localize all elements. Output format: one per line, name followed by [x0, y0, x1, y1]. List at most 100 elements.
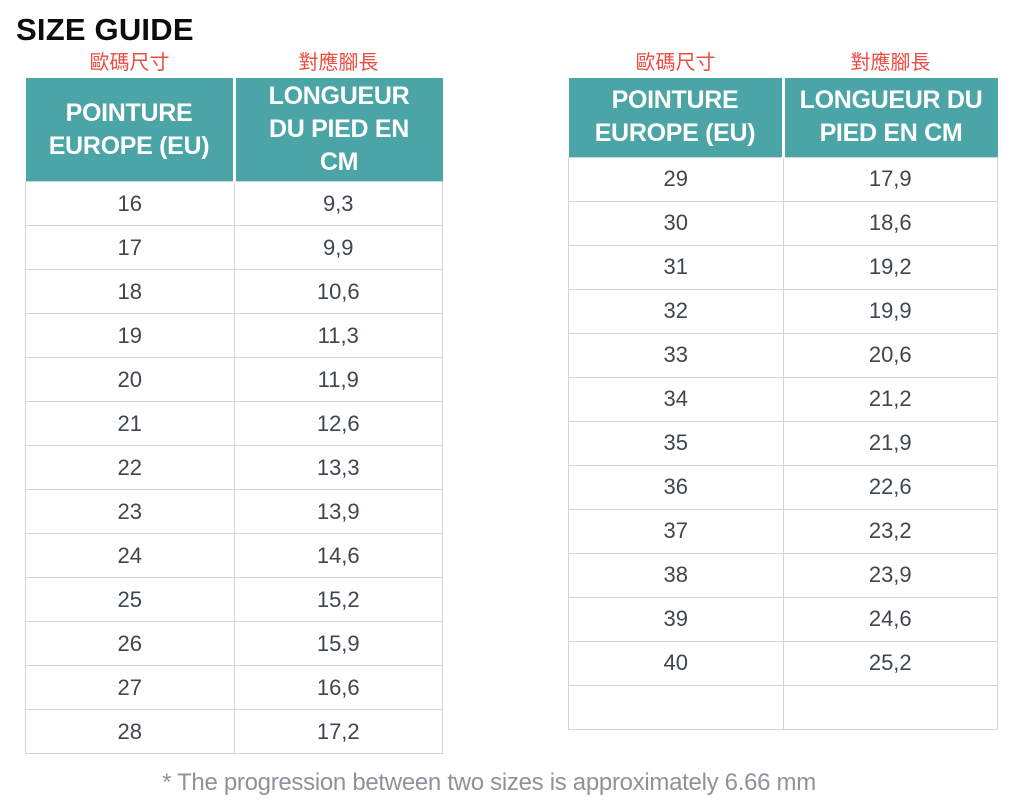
table-cell: 35	[568, 420, 784, 466]
table-cell: 17	[25, 225, 235, 270]
table-cell: 37	[568, 508, 784, 554]
caption-foot-length: 對應腳長	[298, 52, 379, 74]
size-table-right: 歐碼尺寸 對應腳長 POINTURE EUROPE (EU) LONGUEUR …	[568, 48, 998, 754]
table-cell: 32	[568, 288, 784, 334]
table-cell: 21,2	[782, 376, 998, 422]
table-cell: 19,2	[782, 244, 998, 290]
table-cell: 16	[25, 181, 235, 226]
table-cell: 24	[25, 533, 235, 578]
table-cell: 11,9	[233, 357, 443, 402]
tables-row: 歐碼尺寸 對應腳長 POINTURE EUROPE (EU) LONGUEUR …	[25, 48, 1010, 754]
table-cell: 13,3	[233, 445, 443, 490]
table-row: 38 23,9	[568, 552, 998, 598]
table-cell: 18	[25, 269, 235, 314]
caption-foot-length: 對應腳長	[850, 52, 931, 74]
table-cell: 39	[568, 596, 784, 642]
table-row: 31 19,2	[568, 244, 998, 290]
table-cell	[568, 684, 784, 730]
table-cell	[782, 684, 998, 730]
table-row: 28 17,2	[25, 709, 443, 754]
table-row: 33 20,6	[568, 332, 998, 378]
table-cell: 26	[25, 621, 235, 666]
table-row: 30 18,6	[568, 200, 998, 246]
table-cell: 17,2	[233, 709, 443, 754]
table-body-left: 16 9,3 17 9,9 18 10,6 19 11,3 20 11,9 21 12,6 22 13,3…	[25, 181, 443, 754]
table-cell: 19	[25, 313, 235, 358]
table-row: 32 19,9	[568, 288, 998, 334]
table-row: 40 25,2	[568, 640, 998, 686]
table-row: 39 24,6	[568, 596, 998, 642]
table-cell: 38	[568, 552, 784, 598]
table-cell: 15,2	[233, 577, 443, 622]
table-cell: 23,2	[782, 508, 998, 554]
table-cell: 19,9	[782, 288, 998, 334]
table-row: 36 22,6	[568, 464, 998, 510]
table-row: 27 16,6	[25, 665, 443, 710]
header-pointure-europe: POINTURE EUROPE (EU)	[25, 78, 234, 182]
table-cell: 25	[25, 577, 235, 622]
header-longueur-pied: LONGUEUR DU PIED EN CM	[232, 78, 443, 182]
table-row: 19 11,3	[25, 313, 443, 358]
caption-row-left: 歐碼尺寸 對應腳長	[25, 48, 443, 78]
table-row	[568, 684, 998, 730]
table-row: 20 11,9	[25, 357, 443, 402]
eu-size-table-29-40: POINTURE EUROPE (EU) LONGUEUR DU PIED EN…	[568, 78, 998, 730]
table-header-left: POINTURE EUROPE (EU) LONGUEUR DU PIED EN…	[25, 78, 443, 182]
table-row: 21 12,6	[25, 401, 443, 446]
caption-row-right: 歐碼尺寸 對應腳長	[568, 48, 998, 78]
table-row: 34 21,2	[568, 376, 998, 422]
header-longueur-pied: LONGUEUR DU PIED EN CM	[781, 78, 998, 157]
table-cell: 36	[568, 464, 784, 510]
table-row: 22 13,3	[25, 445, 443, 490]
table-cell: 17,9	[782, 156, 998, 202]
table-cell: 13,9	[233, 489, 443, 534]
table-cell: 27	[25, 665, 235, 710]
table-cell: 15,9	[233, 621, 443, 666]
table-cell: 25,2	[782, 640, 998, 686]
table-cell: 23,9	[782, 552, 998, 598]
table-row: 35 21,9	[568, 420, 998, 466]
table-row: 16 9,3	[25, 181, 443, 226]
table-cell: 29	[568, 156, 784, 202]
progression-footnote: * The progression between two sizes is a…	[162, 769, 816, 796]
table-cell: 34	[568, 376, 784, 422]
table-cell: 11,3	[233, 313, 443, 358]
table-cell: 22	[25, 445, 235, 490]
table-row: 18 10,6	[25, 269, 443, 314]
table-cell: 22,6	[782, 464, 998, 510]
table-cell: 12,6	[233, 401, 443, 446]
header-pointure-europe: POINTURE EUROPE (EU)	[568, 78, 783, 157]
page-title: SIZE GUIDE	[16, 12, 194, 47]
table-cell: 23	[25, 489, 235, 534]
table-cell: 21,9	[782, 420, 998, 466]
table-cell: 20,6	[782, 332, 998, 378]
table-cell: 30	[568, 200, 784, 246]
table-cell: 20	[25, 357, 235, 402]
caption-eu-size: 歐碼尺寸	[635, 52, 716, 74]
table-cell: 18,6	[782, 200, 998, 246]
table-row: 17 9,9	[25, 225, 443, 270]
table-row: 25 15,2	[25, 577, 443, 622]
table-header-right: POINTURE EUROPE (EU) LONGUEUR DU PIED EN…	[568, 78, 998, 157]
table-row: 29 17,9	[568, 156, 998, 202]
size-table-left: 歐碼尺寸 對應腳長 POINTURE EUROPE (EU) LONGUEUR …	[25, 48, 443, 754]
table-cell: 28	[25, 709, 235, 754]
table-cell: 21	[25, 401, 235, 446]
table-row: 37 23,2	[568, 508, 998, 554]
table-cell: 9,9	[233, 225, 443, 270]
eu-size-table-16-28: POINTURE EUROPE (EU) LONGUEUR DU PIED EN…	[25, 78, 443, 754]
table-row: 26 15,9	[25, 621, 443, 666]
table-row: 23 13,9	[25, 489, 443, 534]
caption-eu-size: 歐碼尺寸	[89, 52, 170, 74]
table-cell: 10,6	[233, 269, 443, 314]
table-cell: 16,6	[233, 665, 443, 710]
table-cell: 14,6	[233, 533, 443, 578]
table-cell: 9,3	[233, 181, 443, 226]
table-cell: 33	[568, 332, 784, 378]
table-row: 24 14,6	[25, 533, 443, 578]
table-body-right: 29 17,9 30 18,6 31 19,2 32 19,9 33 20,6 34 21,2 35 21…	[568, 156, 998, 730]
table-cell: 31	[568, 244, 784, 290]
table-cell: 40	[568, 640, 784, 686]
table-cell: 24,6	[782, 596, 998, 642]
